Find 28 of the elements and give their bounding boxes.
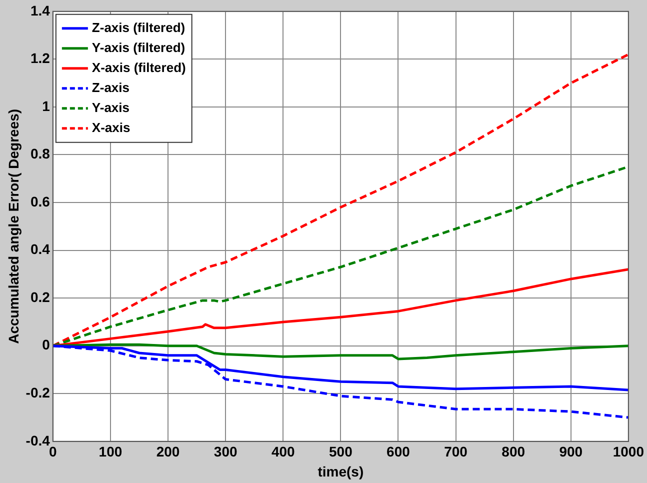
x-tick-label: 300: [214, 444, 238, 460]
y-tick-label: 0: [42, 336, 50, 353]
y-tick-label: 0.2: [30, 288, 50, 305]
x-tick-label: 500: [328, 444, 353, 460]
legend-label: X-axis: [92, 120, 130, 135]
y-axis-title: Accumulated angle Error( Degrees): [5, 108, 22, 344]
y-tick-label: 0.6: [30, 193, 50, 210]
x-tick-label: 900: [559, 444, 583, 460]
y-tick-label: 1.4: [30, 2, 50, 18]
x-axis-title: time(s): [318, 463, 364, 480]
y-tick-label: 0.8: [30, 146, 50, 162]
x-tick-label: 100: [98, 444, 122, 460]
x-tick-label: 1000: [612, 444, 644, 460]
x-tick-label: 700: [444, 444, 468, 460]
x-tick-label: 200: [156, 444, 180, 460]
legend-label: X-axis (filtered): [92, 60, 186, 75]
y-tick-label: 1.2: [30, 50, 50, 66]
x-tick-label: 800: [502, 444, 526, 460]
y-tick-label: -0.4: [26, 432, 50, 448]
x-tick-label: 600: [386, 444, 410, 460]
x-tick-label: 400: [271, 444, 296, 460]
legend-label: Z-axis (filtered): [92, 20, 186, 35]
legend-label: Z-axis: [92, 80, 130, 95]
legend-label: Y-axis: [92, 100, 130, 115]
y-tick-label: 0.4: [30, 241, 50, 258]
y-tick-label: 1: [42, 98, 50, 114]
legend-label: Y-axis (filtered): [92, 40, 186, 55]
y-tick-label: -0.2: [26, 384, 50, 400]
